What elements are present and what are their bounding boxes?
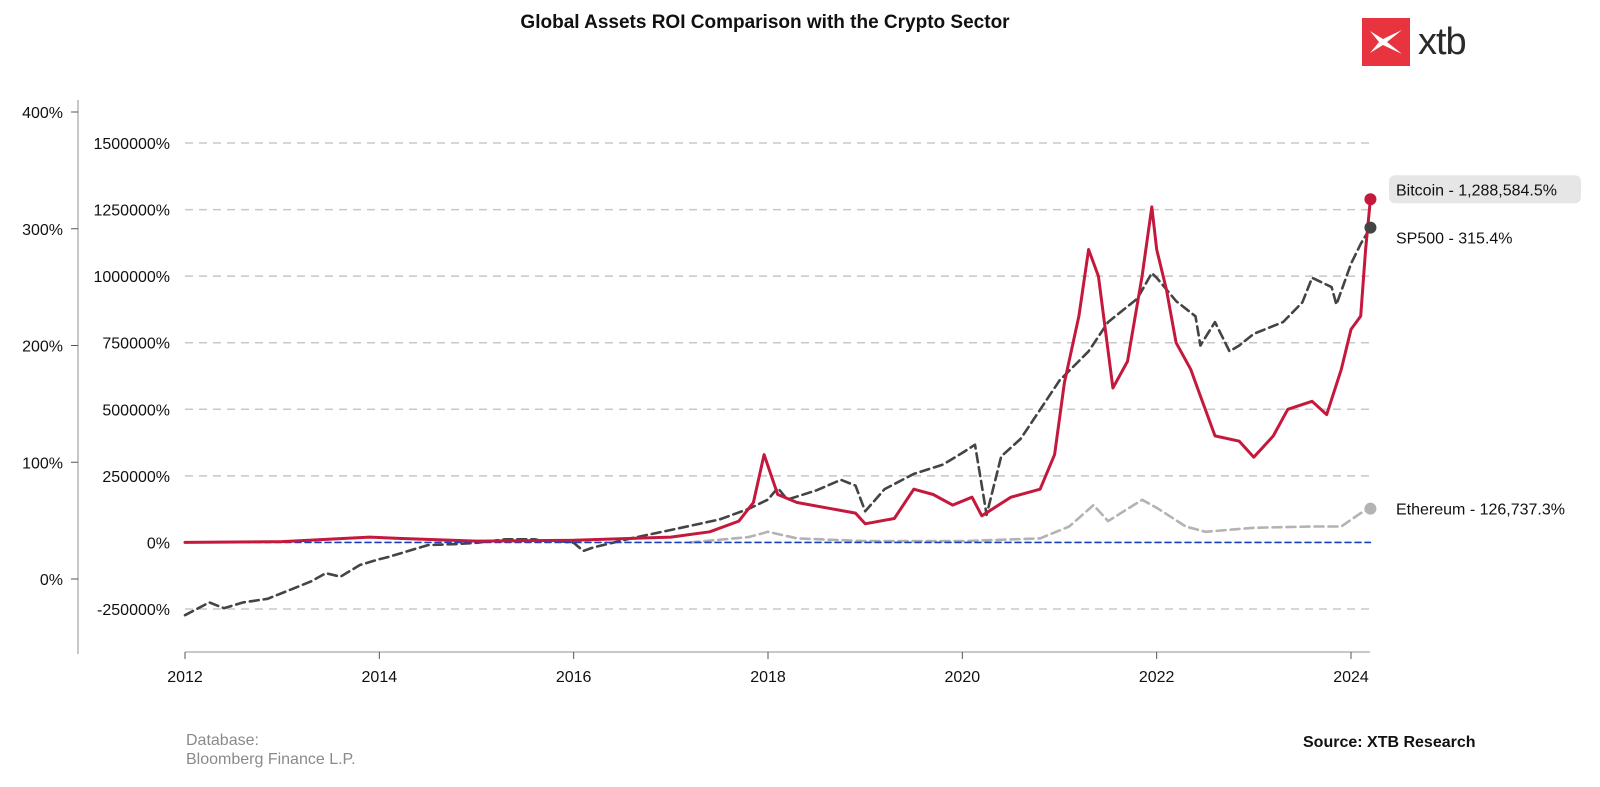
- grid-layer: [185, 142, 1370, 610]
- sp500-series-label: SP500 - 315.4%: [1396, 231, 1513, 248]
- bitcoin-series-label: Bitcoin - 1,288,584.5%: [1396, 182, 1557, 199]
- x-tick-label: 2022: [1139, 669, 1175, 686]
- y-right-tick-label: 1000000%: [93, 269, 170, 286]
- y-left-tick-label: 300%: [22, 222, 63, 239]
- bitcoin-end-marker: [1364, 193, 1377, 206]
- y-right-tick-label: 1500000%: [93, 136, 170, 153]
- ethereum-series-label: Ethereum - 126,737.3%: [1396, 502, 1565, 519]
- xtb-logo: xtb: [1362, 18, 1467, 66]
- y-left-tick-label: 100%: [22, 455, 63, 472]
- xtb-logo-text: xtb: [1418, 20, 1467, 63]
- bitcoin-series-line: [183, 197, 1372, 544]
- database-note: Database: Bloomberg Finance L.P.: [186, 731, 356, 769]
- chart-title: Global Assets ROI Comparison with the Cr…: [520, 12, 1010, 33]
- database-label: Database:: [186, 732, 259, 749]
- y-right-tick-label: 250000%: [102, 469, 170, 486]
- y-right-tick-label: 500000%: [102, 402, 170, 419]
- y-right-tick-label: 750000%: [102, 336, 170, 353]
- x-tick-label: 2014: [362, 669, 398, 686]
- series-layer: [183, 197, 1372, 617]
- y-left-tick-label: 0%: [40, 572, 63, 589]
- x-tick-label: 2016: [556, 669, 592, 686]
- x-tick-label: 2020: [945, 669, 981, 686]
- source-note: Source: XTB Research: [1303, 734, 1476, 751]
- xtb-logo-mark: [1362, 18, 1410, 66]
- ethereum-series-line: [689, 498, 1372, 544]
- y-left-tick-label: 400%: [22, 105, 63, 122]
- x-tick-label: 2024: [1333, 669, 1369, 686]
- y-right-tick-label: 1250000%: [93, 203, 170, 220]
- sp500-series-line: [183, 226, 1372, 617]
- bitcoin-label-background: [1389, 175, 1581, 204]
- y-left-tick-label: 200%: [22, 339, 63, 356]
- axes-layer: 1500000% 1250000% 1000000% 750000% 500000% 25…: [22, 100, 1370, 686]
- sp500-end-marker: [1364, 221, 1377, 234]
- y-right-tick-label: 0%: [147, 535, 170, 552]
- labels-layer: Ethereum - 126,737.3% SP500 - 315.4% Bitco…: [1364, 175, 1581, 519]
- x-tick-label: 2018: [750, 669, 786, 686]
- ethereum-end-marker: [1364, 502, 1377, 515]
- y-right-tick-label: -250000%: [97, 602, 170, 619]
- database-value: Bloomberg Finance L.P.: [186, 751, 356, 768]
- x-tick-label: 2012: [167, 669, 203, 686]
